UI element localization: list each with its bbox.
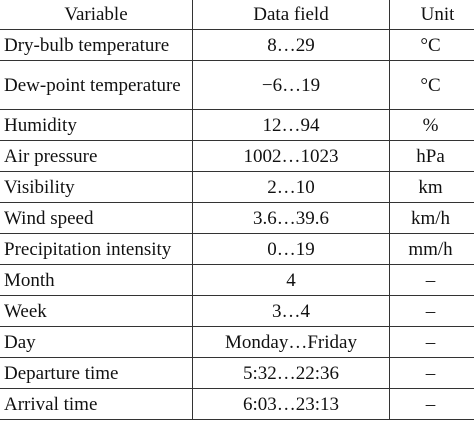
- header-row: Variable Data field Unit: [0, 0, 474, 30]
- variable-cell: Departure time: [0, 357, 193, 389]
- variable-cell: Arrival time: [0, 388, 193, 420]
- unit-cell: %: [389, 109, 474, 141]
- table-row: Day Monday…Friday –: [0, 326, 474, 358]
- unit-cell: mm/h: [389, 233, 474, 265]
- variable-cell: Dry-bulb temperature: [0, 29, 193, 61]
- variable-cell: Wind speed: [0, 202, 193, 234]
- data-field-cell: 3.6…39.6: [192, 202, 390, 234]
- data-field-cell: 5:32…22:36: [192, 357, 390, 389]
- data-field-cell: 8…29: [192, 29, 390, 61]
- variable-cell: Week: [0, 295, 193, 327]
- table-row: Wind speed 3.6…39.6 km/h: [0, 202, 474, 234]
- variable-cell: Humidity: [0, 109, 193, 141]
- variable-cell: Air pressure: [0, 140, 193, 172]
- unit-cell: °C: [389, 60, 474, 110]
- data-field-cell: 0…19: [192, 233, 390, 265]
- unit-cell: km: [389, 171, 474, 203]
- data-field-cell: 2…10: [192, 171, 390, 203]
- data-field-cell: 6:03…23:13: [192, 388, 390, 420]
- table-row: Departure time 5:32…22:36 –: [0, 357, 474, 389]
- unit-cell: °C: [389, 29, 474, 61]
- data-field-cell: 12…94: [192, 109, 390, 141]
- table-row: Humidity 12…94 %: [0, 109, 474, 141]
- data-field-cell: Monday…Friday: [192, 326, 390, 358]
- unit-cell: –: [389, 388, 474, 420]
- table-row: Week 3…4 –: [0, 295, 474, 327]
- variable-cell: Visibility: [0, 171, 193, 203]
- variable-cell: Day: [0, 326, 193, 358]
- table-row: Visibility 2…10 km: [0, 171, 474, 203]
- unit-cell: –: [389, 326, 474, 358]
- variable-cell: Dew-point temperature: [0, 60, 193, 110]
- table-row: Arrival time 6:03…23:13 –: [0, 388, 474, 420]
- unit-cell: –: [389, 357, 474, 389]
- table-row: Month 4 –: [0, 264, 474, 296]
- table-row: Precipitation intensity 0…19 mm/h: [0, 233, 474, 265]
- unit-cell: hPa: [389, 140, 474, 172]
- unit-cell: –: [389, 264, 474, 296]
- data-field-cell: 1002…1023: [192, 140, 390, 172]
- variable-cell: Month: [0, 264, 193, 296]
- table-row: Air pressure 1002…1023 hPa: [0, 140, 474, 172]
- header-data-field: Data field: [192, 0, 390, 30]
- header-unit: Unit: [389, 0, 474, 30]
- variables-table: Variable Data field Unit Dry-bulb temper…: [0, 0, 474, 420]
- unit-cell: km/h: [389, 202, 474, 234]
- unit-cell: –: [389, 295, 474, 327]
- table-row: Dew-point temperature −6…19 °C: [0, 60, 474, 110]
- variable-cell: Precipitation intensity: [0, 233, 193, 265]
- data-field-cell: 4: [192, 264, 390, 296]
- header-variable: Variable: [0, 0, 193, 30]
- data-field-cell: 3…4: [192, 295, 390, 327]
- data-field-cell: −6…19: [192, 60, 390, 110]
- table-row: Dry-bulb temperature 8…29 °C: [0, 29, 474, 61]
